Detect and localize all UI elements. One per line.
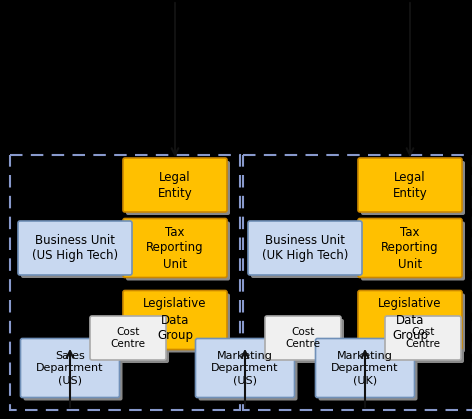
FancyBboxPatch shape — [126, 293, 230, 352]
Text: Legislative
Data
Group: Legislative Data Group — [143, 297, 207, 342]
FancyBboxPatch shape — [123, 158, 227, 212]
FancyBboxPatch shape — [388, 319, 464, 363]
Text: Tax
Reporting
Unit: Tax Reporting Unit — [381, 225, 439, 271]
Text: Marketing
Department
(UK): Marketing Department (UK) — [331, 351, 399, 385]
Text: Business Unit
(US High Tech): Business Unit (US High Tech) — [32, 233, 118, 262]
Text: Legal
Entity: Legal Entity — [158, 171, 193, 199]
FancyBboxPatch shape — [268, 319, 344, 363]
FancyBboxPatch shape — [21, 224, 135, 278]
FancyBboxPatch shape — [385, 316, 461, 360]
Text: Legal
Entity: Legal Entity — [393, 171, 427, 199]
FancyBboxPatch shape — [20, 339, 119, 398]
FancyBboxPatch shape — [358, 218, 462, 277]
FancyBboxPatch shape — [361, 161, 465, 215]
FancyBboxPatch shape — [90, 316, 166, 360]
FancyBboxPatch shape — [358, 290, 462, 349]
Text: Legislative
Data
Group: Legislative Data Group — [378, 297, 442, 342]
FancyBboxPatch shape — [251, 224, 365, 278]
Bar — [10, 155, 240, 410]
FancyBboxPatch shape — [24, 341, 123, 401]
Text: Marketing
Department
(US): Marketing Department (US) — [211, 351, 279, 385]
Text: Cost
Centre: Cost Centre — [405, 327, 440, 349]
Bar — [243, 155, 472, 410]
FancyBboxPatch shape — [123, 290, 227, 349]
Text: Cost
Centre: Cost Centre — [110, 327, 145, 349]
Text: Cost
Centre: Cost Centre — [286, 327, 320, 349]
FancyBboxPatch shape — [319, 341, 418, 401]
Text: Sales
Department
(US): Sales Department (US) — [36, 351, 104, 385]
FancyBboxPatch shape — [361, 293, 465, 352]
FancyBboxPatch shape — [195, 339, 295, 398]
FancyBboxPatch shape — [199, 341, 297, 401]
FancyBboxPatch shape — [18, 221, 132, 275]
FancyBboxPatch shape — [93, 319, 169, 363]
FancyBboxPatch shape — [126, 222, 230, 280]
FancyBboxPatch shape — [315, 339, 414, 398]
FancyBboxPatch shape — [358, 158, 462, 212]
FancyBboxPatch shape — [265, 316, 341, 360]
FancyBboxPatch shape — [361, 222, 465, 280]
Text: Tax
Reporting
Unit: Tax Reporting Unit — [146, 225, 204, 271]
FancyBboxPatch shape — [123, 218, 227, 277]
FancyBboxPatch shape — [248, 221, 362, 275]
Text: Business Unit
(UK High Tech): Business Unit (UK High Tech) — [262, 233, 348, 262]
FancyBboxPatch shape — [126, 161, 230, 215]
